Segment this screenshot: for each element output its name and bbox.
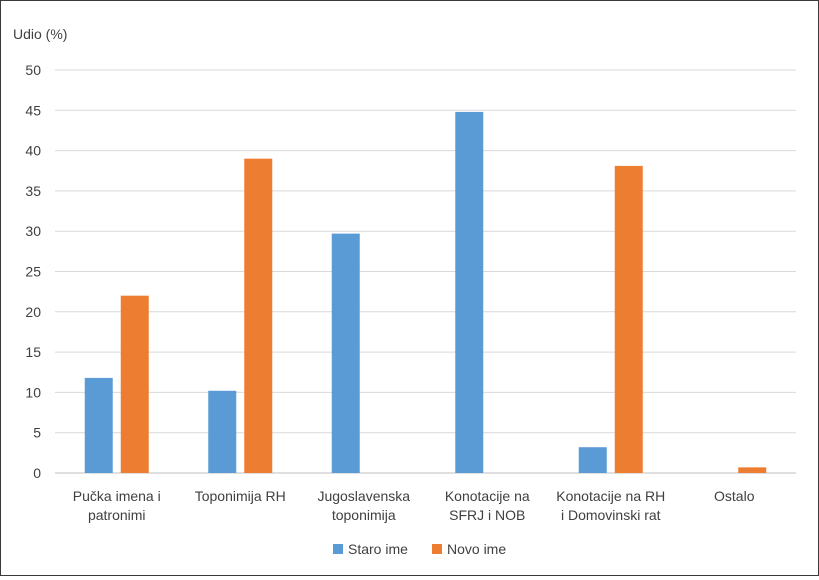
bar-novo-ime — [244, 158, 273, 473]
bar-novo-ime — [738, 467, 767, 473]
bar-novo-ime — [614, 165, 643, 473]
x-tick-label: Ostalo — [714, 488, 755, 504]
x-tick-label: i Domovinski rat — [561, 507, 661, 523]
y-tick-label: 30 — [25, 223, 41, 239]
x-tick-label: Pučka imena i — [73, 488, 161, 504]
y-tick-labels: 0 5 10 15 20 25 30 35 40 45 50 — [25, 62, 41, 481]
bar-staro-ime — [84, 377, 113, 473]
x-tick-label: toponimija — [332, 507, 396, 523]
legend: Staro ime Novo ime — [333, 541, 506, 557]
bar-novo-ime — [120, 295, 149, 473]
bar-staro-ime — [208, 390, 237, 473]
y-tick-label: 20 — [25, 304, 41, 320]
legend-label: Novo ime — [447, 541, 506, 557]
y-axis-label: Udio (%) — [13, 26, 67, 42]
legend-swatch — [333, 544, 343, 554]
x-tick-label: Konotacije na — [445, 488, 530, 504]
y-tick-label: 5 — [33, 425, 41, 441]
y-tick-label: 25 — [25, 264, 41, 280]
x-tick-label: Konotacije na RH — [556, 488, 665, 504]
y-tick-label: 15 — [25, 344, 41, 360]
legend-swatch — [432, 544, 442, 554]
x-tick-label: Jugoslavenska — [317, 488, 410, 504]
y-tick-label: 50 — [25, 62, 41, 78]
bar-staro-ime — [331, 233, 360, 473]
y-tick-label: 35 — [25, 183, 41, 199]
bars — [84, 111, 767, 474]
x-tick-label: SFRJ i NOB — [449, 507, 525, 523]
y-tick-label: 10 — [25, 384, 41, 400]
bar-staro-ime — [455, 111, 484, 474]
y-tick-label: 45 — [25, 102, 41, 118]
gridlines — [55, 69, 796, 474]
x-tick-label: patronimi — [88, 507, 146, 523]
y-tick-label: 0 — [33, 465, 41, 481]
x-tick-labels: Pučka imena i patronimi Toponimija RH Jugos… — [73, 488, 755, 523]
x-tick-label: Toponimija RH — [195, 488, 286, 504]
bar-staro-ime — [578, 447, 607, 473]
legend-label: Staro ime — [348, 541, 408, 557]
y-tick-label: 40 — [25, 143, 41, 159]
